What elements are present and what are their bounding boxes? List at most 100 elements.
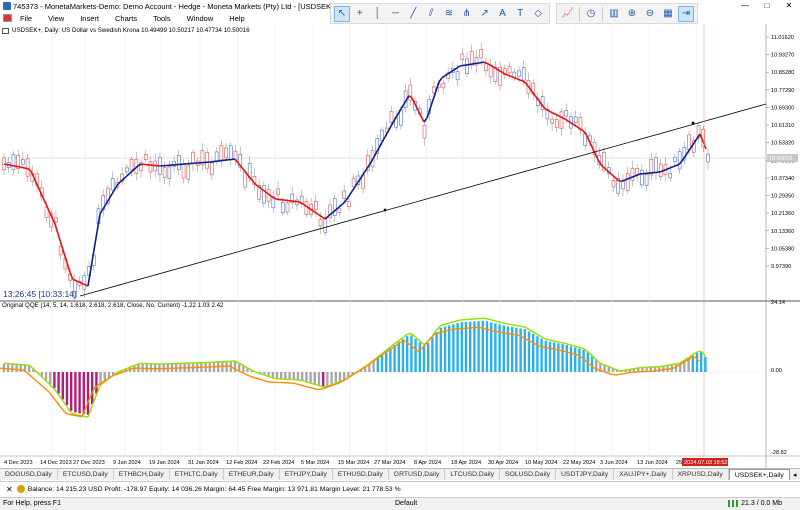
horizontal-line-icon[interactable]: ─ xyxy=(391,8,399,19)
arrow-tools-icon[interactable]: ↗ xyxy=(480,8,489,19)
zoom-in-icon[interactable]: ⊕ xyxy=(627,8,637,19)
tab-scroll-left-icon[interactable]: ◂ xyxy=(792,471,797,479)
price-chart[interactable]: 11.01620 10.93270 10.85280 10.77290 10.69300… xyxy=(0,24,800,468)
one-click-trading-icon[interactable] xyxy=(2,27,9,34)
menu-file[interactable]: File xyxy=(20,13,33,23)
qqe-fast-line xyxy=(95,384,102,396)
profile-name[interactable]: Default xyxy=(395,500,418,507)
candle-body xyxy=(323,217,328,233)
tab-ethjpy[interactable]: ETHJPY,Daily xyxy=(280,469,333,480)
qqe-slow-line xyxy=(94,384,100,389)
qqe-histogram-bar xyxy=(582,349,585,372)
fibonacci-icon[interactable]: ≋ xyxy=(444,8,454,19)
tab-xaujpy[interactable]: XAUJPY+,Daily xyxy=(614,469,673,480)
text-icon[interactable]: A xyxy=(499,8,506,19)
periods-icon[interactable]: ◷ xyxy=(586,8,596,19)
candle-body xyxy=(555,119,559,128)
qqe-fast-line xyxy=(310,382,316,386)
menu-window[interactable]: Window xyxy=(186,13,214,23)
tab-usdsek[interactable]: USDSEK+,Daily xyxy=(728,469,790,480)
qqe-histogram-bar xyxy=(233,361,237,372)
ma-segment xyxy=(363,168,368,174)
qqe-slow-line xyxy=(438,331,444,334)
qqe-slow-line xyxy=(690,356,696,359)
qqe-slow-line xyxy=(60,407,66,414)
ma-segment xyxy=(57,233,62,244)
channel-icon[interactable]: ⫽ xyxy=(428,8,434,19)
tab-ethltc[interactable]: ETHLTC,Daily xyxy=(170,469,224,480)
tab-usdtjpy[interactable]: USDTJPY,Daily xyxy=(556,469,615,480)
tab-ltcusd[interactable]: LTCUSD,Daily xyxy=(445,469,501,480)
current-price-label: 10.50016 xyxy=(769,156,792,162)
candle-body xyxy=(191,151,195,164)
pitchfork-icon[interactable]: ⋔ xyxy=(462,8,471,19)
qqe-histogram-bar xyxy=(385,351,388,372)
qqe-fast-line xyxy=(272,377,278,380)
chart-window[interactable]: 11.01620 10.93270 10.85280 10.77290 10.69300… xyxy=(0,24,800,468)
tile-icon[interactable]: ▦ xyxy=(663,8,673,19)
close-button[interactable]: ✕ xyxy=(785,1,793,10)
templates-icon[interactable]: ▥ xyxy=(609,8,619,19)
candle-body xyxy=(337,208,342,213)
ma-segment xyxy=(336,205,341,210)
tab-ethbch[interactable]: ETHBCH,Daily xyxy=(114,469,170,480)
label-icon[interactable]: T xyxy=(517,8,524,19)
maximize-button[interactable]: □ xyxy=(764,1,770,10)
ma-segment xyxy=(333,208,338,212)
candle-body xyxy=(58,246,63,256)
ma-segment xyxy=(33,177,38,185)
qqe-histogram-bar xyxy=(624,370,627,372)
qqe-slow-line xyxy=(560,349,566,353)
qqe-histogram-bar xyxy=(687,358,690,372)
tab-solusd[interactable]: SOLUSD,Daily xyxy=(500,469,556,480)
ma-segment xyxy=(351,186,356,192)
candle-body xyxy=(257,185,261,200)
qqe-fast-line xyxy=(70,412,76,416)
minimize-button[interactable]: — xyxy=(741,1,749,10)
scroll-icon[interactable]: ⇥ xyxy=(678,5,694,22)
ma-segment xyxy=(267,193,272,197)
drawing-toolbar: ↖ + │ ─ ╱ ⫽ ≋ ⋔ ↗ A T ◇ xyxy=(330,3,550,24)
ma-segment xyxy=(9,164,14,167)
ma-segment xyxy=(240,166,245,171)
qqe-histogram-bar xyxy=(502,325,505,372)
connection-status[interactable]: 21.3 / 0.0 Mb xyxy=(728,500,782,507)
tab-ethusd[interactable]: ETHUSD,Daily xyxy=(333,469,389,480)
menu-tools[interactable]: Tools xyxy=(153,13,171,23)
shapes-icon[interactable]: ◇ xyxy=(534,8,542,19)
price-tick-label: 10.29350 xyxy=(771,194,794,200)
vertical-line-icon[interactable]: │ xyxy=(374,8,381,19)
chart-type-icon[interactable]: 📈 xyxy=(561,8,575,19)
ma-segment xyxy=(18,166,23,169)
ma-segment xyxy=(297,200,302,204)
ma-segment xyxy=(102,203,107,210)
candle-body xyxy=(625,173,630,191)
tab-xrpusd[interactable]: XRPUSD,Daily xyxy=(673,469,729,480)
tab-etheur[interactable]: ETHEUR,Daily xyxy=(224,469,280,480)
candle-body xyxy=(611,180,616,188)
qqe-histogram-bar xyxy=(611,368,615,372)
zoom-out-icon[interactable]: ⊖ xyxy=(645,8,655,19)
menu-charts[interactable]: Charts xyxy=(114,13,138,23)
trendline xyxy=(79,103,767,297)
trendline-icon[interactable]: ╱ xyxy=(410,8,417,19)
tab-grtusd[interactable]: GRTUSD,Daily xyxy=(389,469,446,480)
menu-insert[interactable]: Insert xyxy=(80,13,99,23)
qqe-slow-line xyxy=(526,339,532,343)
tab-etcusd[interactable]: ETCUSD,Daily xyxy=(58,469,114,480)
server-clock: 13:26:45 [10:33:14] xyxy=(3,289,77,299)
qqe-fast-line xyxy=(671,363,677,366)
tab-dogusd[interactable]: DOGUSD,Daily xyxy=(0,469,58,480)
ma-segment xyxy=(66,262,71,273)
ma-segment xyxy=(531,90,536,96)
qqe-fast-line xyxy=(537,333,542,338)
cursor-icon[interactable]: ↖ xyxy=(334,5,350,22)
price-tick-label: 10.69300 xyxy=(771,105,794,111)
menu-view[interactable]: View xyxy=(48,13,65,23)
close-panel-icon[interactable]: ✕ xyxy=(6,484,13,494)
crosshair-icon[interactable]: + xyxy=(356,8,363,19)
menu-help[interactable]: Help xyxy=(229,13,245,23)
ma-segment xyxy=(339,203,344,207)
qqe-histogram-bar xyxy=(271,372,274,378)
qqe-fast-line xyxy=(562,342,567,345)
